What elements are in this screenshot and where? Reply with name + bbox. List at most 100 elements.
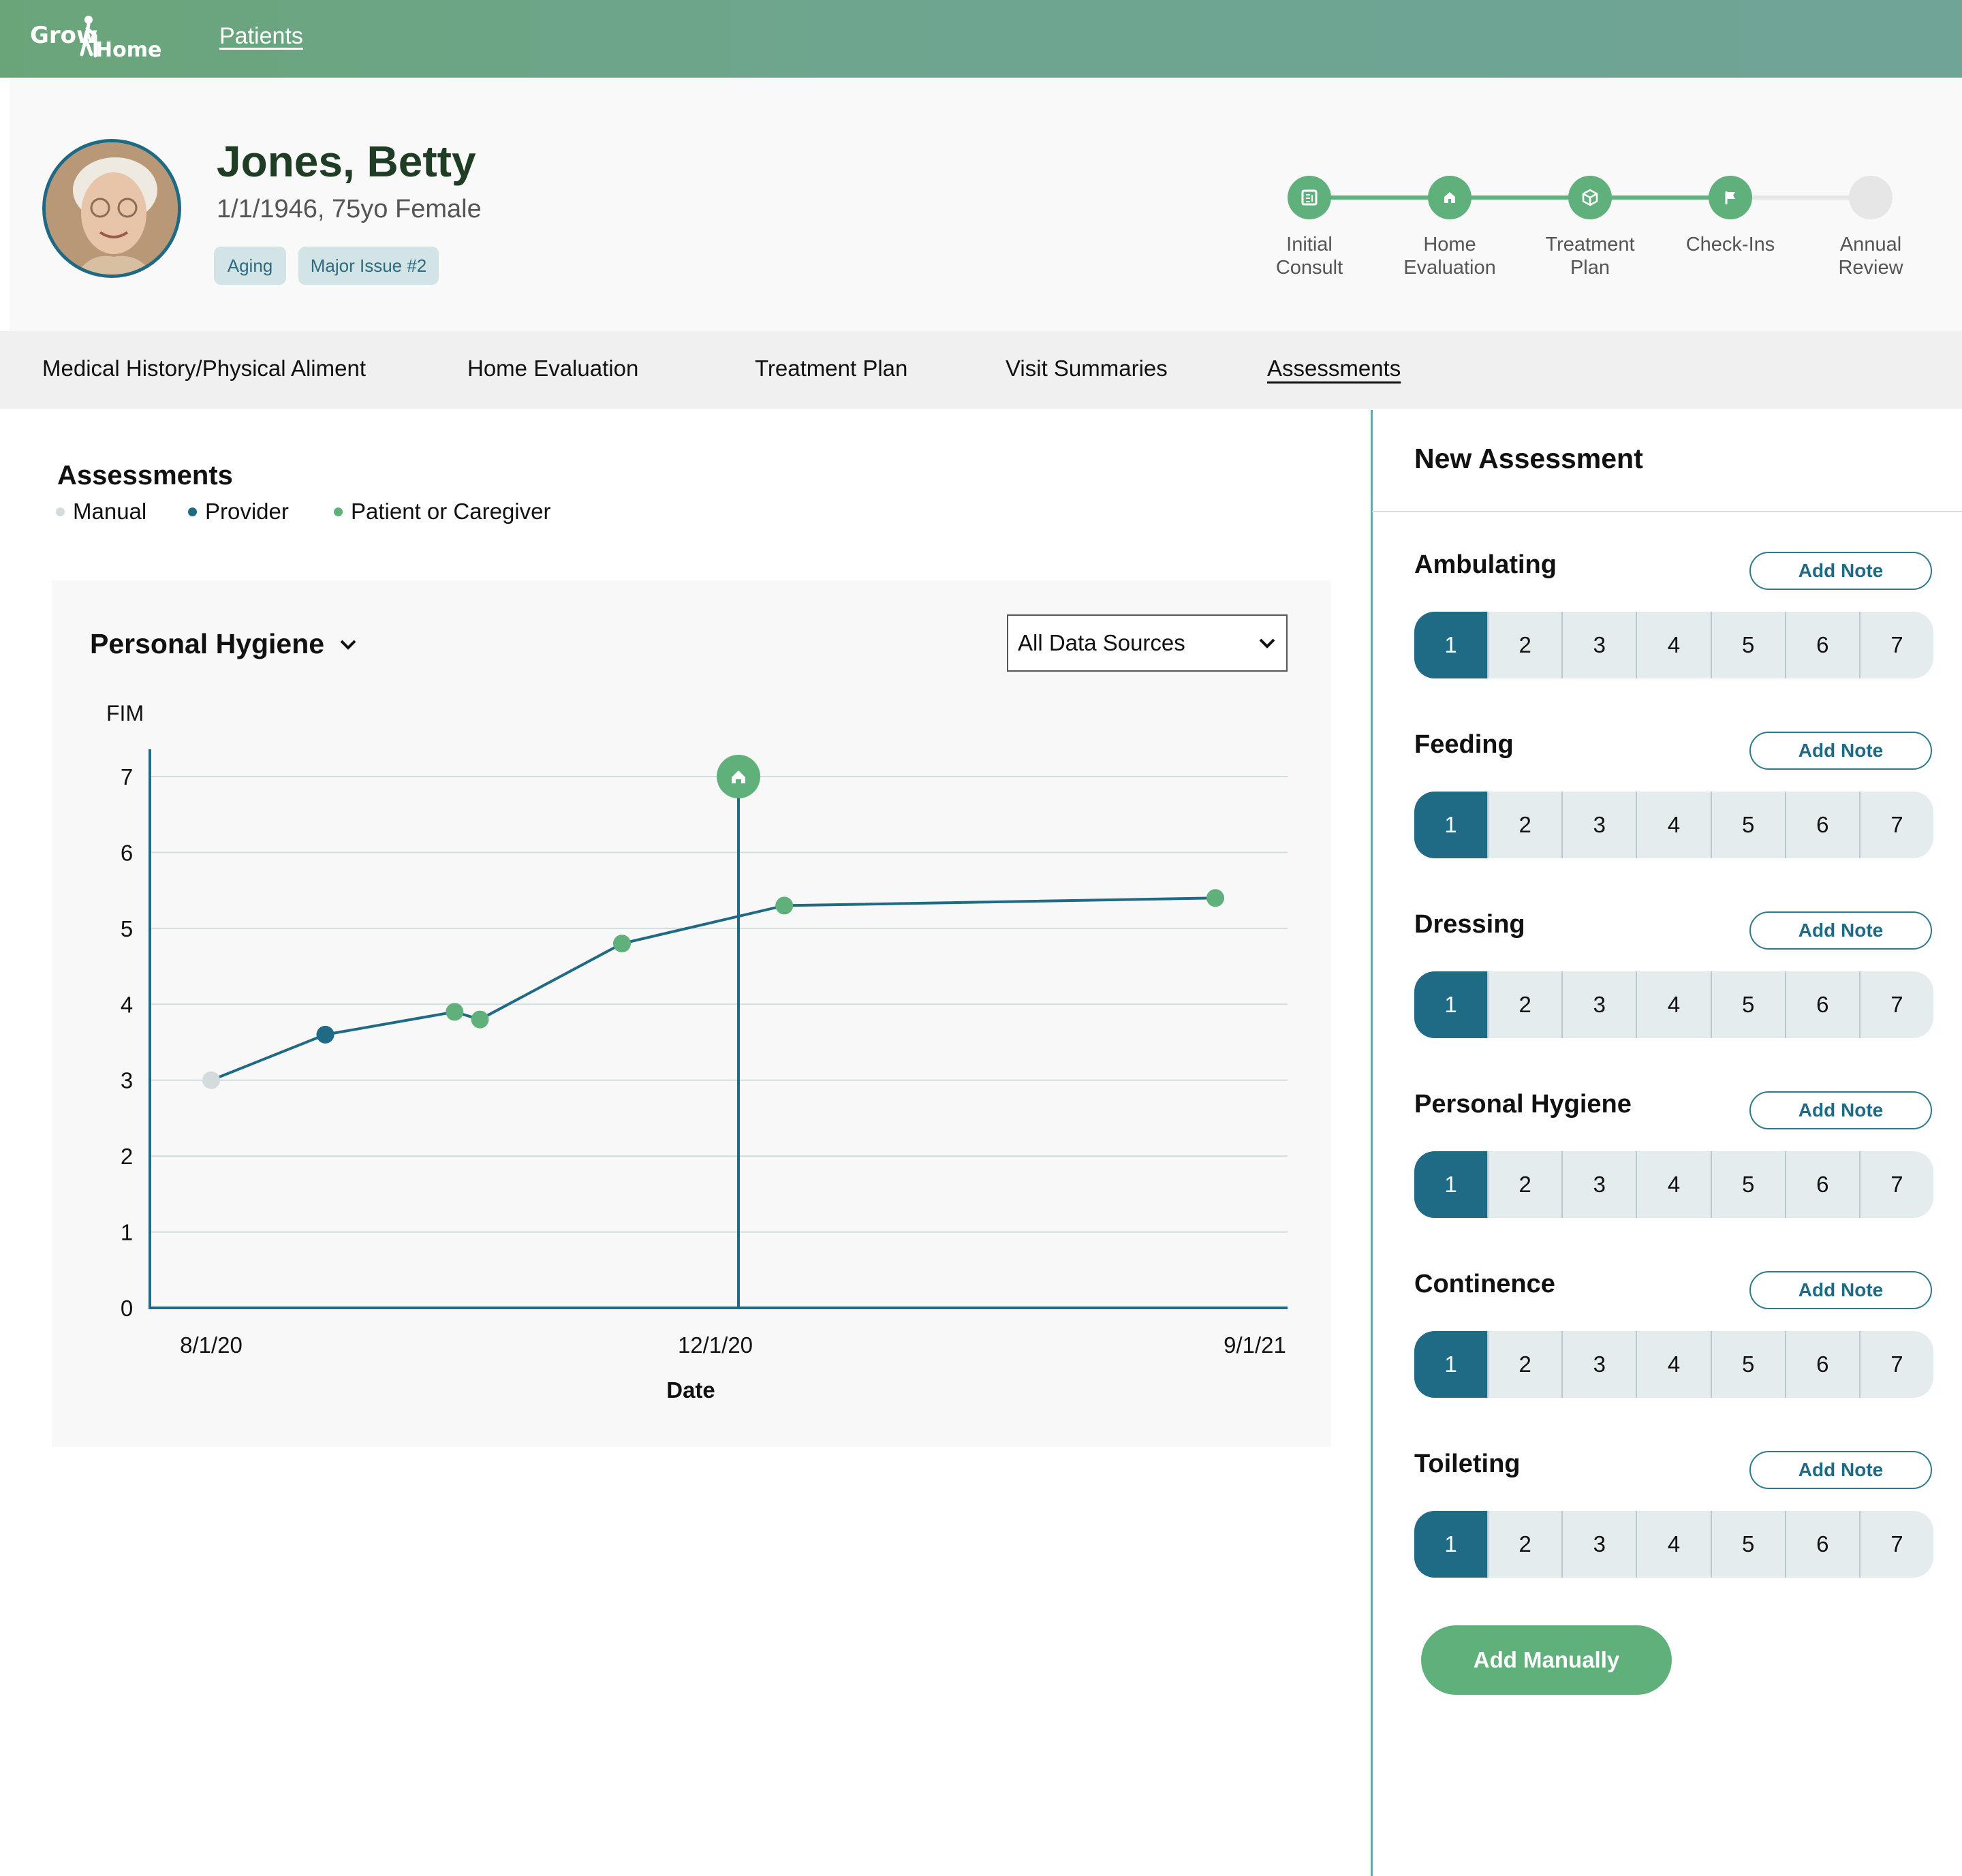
score-option[interactable]: 7 xyxy=(1858,971,1933,1038)
tab-assessments[interactable]: Assessments xyxy=(1267,356,1401,381)
add-manually-button[interactable]: Add Manually xyxy=(1421,1625,1672,1695)
add-note-button-toileting[interactable]: Add Note xyxy=(1749,1451,1932,1489)
step-annual-review[interactable] xyxy=(1849,176,1893,219)
category-label-feeding: Feeding xyxy=(1414,730,1514,759)
score-option[interactable]: 7 xyxy=(1858,1331,1933,1398)
add-note-button-dressing[interactable]: Add Note xyxy=(1749,911,1932,950)
progress-fill xyxy=(1290,196,1713,200)
legend-dot-patient-caregiver xyxy=(334,507,343,516)
score-option[interactable]: 3 xyxy=(1561,612,1636,678)
tab-treatment-plan[interactable]: Treatment Plan xyxy=(755,356,908,381)
metric-dropdown-label: Personal Hygiene xyxy=(90,628,325,659)
score-option[interactable]: 1 xyxy=(1414,612,1488,678)
data-source-value: All Data Sources xyxy=(1018,630,1185,655)
x-tick-label: 8/1/20 xyxy=(180,1332,243,1358)
chevron-down-icon xyxy=(1259,638,1275,648)
nav-link-patients[interactable]: Patients xyxy=(219,23,303,49)
cube-icon xyxy=(1582,189,1598,206)
legend-label-manual: Manual xyxy=(73,499,147,524)
legend-patient-caregiver: Patient or Caregiver xyxy=(334,499,550,525)
series-line xyxy=(211,896,1216,1082)
score-option[interactable]: 2 xyxy=(1487,1511,1561,1578)
flag-icon xyxy=(1725,191,1735,204)
assessment-chart-card: Personal Hygiene All Data Sources 0 1 2 3 4 5… xyxy=(52,580,1331,1447)
section-tabs: Medical History/Physical Aliment Home Ev… xyxy=(0,331,1962,409)
score-option[interactable]: 7 xyxy=(1858,1151,1933,1218)
step-label-initial-consult: Initial Consult xyxy=(1275,234,1343,279)
step-label-home-evaluation: Home Evaluation xyxy=(1403,234,1496,279)
score-option[interactable]: 4 xyxy=(1636,612,1710,678)
score-option[interactable]: 6 xyxy=(1784,1331,1859,1398)
step-initial-consult[interactable] xyxy=(1288,176,1331,219)
score-option[interactable]: 6 xyxy=(1784,971,1859,1038)
step-label-annual-review: Annual Review xyxy=(1838,234,1903,279)
score-option[interactable]: 3 xyxy=(1561,1151,1636,1218)
score-option[interactable]: 5 xyxy=(1710,971,1785,1038)
score-option[interactable]: 4 xyxy=(1636,1151,1710,1218)
score-option[interactable]: 5 xyxy=(1710,1511,1785,1578)
metric-dropdown[interactable]: Personal Hygiene xyxy=(90,628,357,660)
step-treatment-plan[interactable] xyxy=(1568,176,1612,219)
assessments-heading: Assessments xyxy=(57,460,233,490)
add-note-button-ambulating[interactable]: Add Note xyxy=(1749,552,1932,590)
score-option[interactable]: 2 xyxy=(1487,1151,1561,1218)
top-navigation-bar: Grow Home Patients xyxy=(0,0,1962,78)
new-assessment-heading: New Assessment xyxy=(1414,443,1643,474)
score-option[interactable]: 5 xyxy=(1710,792,1785,858)
tab-medical-history[interactable]: Medical History/Physical Aliment xyxy=(42,356,366,381)
score-option[interactable]: 6 xyxy=(1784,1151,1859,1218)
score-option[interactable]: 7 xyxy=(1858,612,1933,678)
score-option[interactable]: 1 xyxy=(1414,1511,1488,1578)
score-option[interactable]: 1 xyxy=(1414,1331,1488,1398)
score-option[interactable]: 3 xyxy=(1561,792,1636,858)
score-option[interactable]: 3 xyxy=(1561,971,1636,1038)
score-option[interactable]: 4 xyxy=(1636,1331,1710,1398)
step-check-ins[interactable] xyxy=(1709,176,1752,219)
score-option[interactable]: 3 xyxy=(1561,1511,1636,1578)
score-option[interactable]: 4 xyxy=(1636,971,1710,1038)
score-option[interactable]: 2 xyxy=(1487,792,1561,858)
score-option[interactable]: 7 xyxy=(1858,792,1933,858)
panel-header-divider xyxy=(1372,511,1962,512)
score-option[interactable]: 7 xyxy=(1858,1511,1933,1578)
patient-dob-age-sex: 1/1/1946, 75yo Female xyxy=(217,195,482,223)
y-tick-label: 2 xyxy=(121,1144,133,1169)
add-note-button-continence[interactable]: Add Note xyxy=(1749,1271,1932,1309)
y-axis-label: FIM xyxy=(106,701,144,725)
document-icon xyxy=(1301,189,1318,206)
score-option[interactable]: 5 xyxy=(1710,612,1785,678)
growhome-logo[interactable]: Grow Home xyxy=(27,15,161,63)
step-home-evaluation[interactable] xyxy=(1428,176,1472,219)
score-option[interactable]: 4 xyxy=(1636,1511,1710,1578)
tag-aging[interactable]: Aging xyxy=(214,247,286,285)
score-option[interactable]: 2 xyxy=(1487,971,1561,1038)
add-note-button-personal-hygiene[interactable]: Add Note xyxy=(1749,1091,1932,1129)
score-option[interactable]: 6 xyxy=(1784,792,1859,858)
tab-visit-summaries[interactable]: Visit Summaries xyxy=(1006,356,1168,381)
data-source-select[interactable]: All Data Sources xyxy=(1007,614,1288,672)
score-option[interactable]: 4 xyxy=(1636,792,1710,858)
tag-major-issue[interactable]: Major Issue #2 xyxy=(298,247,439,285)
chevron-down-icon xyxy=(340,640,356,650)
step-label-check-ins: Check-Ins xyxy=(1685,234,1775,255)
person-walker-icon xyxy=(80,16,97,58)
score-option[interactable]: 2 xyxy=(1487,1331,1561,1398)
category-label-personal-hygiene: Personal Hygiene xyxy=(1414,1090,1632,1119)
score-option[interactable]: 1 xyxy=(1414,1151,1488,1218)
category-label-continence: Continence xyxy=(1414,1270,1555,1298)
score-option[interactable]: 6 xyxy=(1784,612,1859,678)
tab-home-evaluation[interactable]: Home Evaluation xyxy=(467,356,639,381)
score-option[interactable]: 6 xyxy=(1784,1511,1859,1578)
score-option[interactable]: 1 xyxy=(1414,971,1488,1038)
y-tick-label: 3 xyxy=(121,1068,133,1093)
score-option[interactable]: 5 xyxy=(1710,1331,1785,1398)
score-option[interactable]: 1 xyxy=(1414,792,1488,858)
score-option[interactable]: 2 xyxy=(1487,612,1561,678)
score-option[interactable]: 5 xyxy=(1710,1151,1785,1218)
add-note-button-feeding[interactable]: Add Note xyxy=(1749,732,1932,770)
score-option[interactable]: 3 xyxy=(1561,1331,1636,1398)
